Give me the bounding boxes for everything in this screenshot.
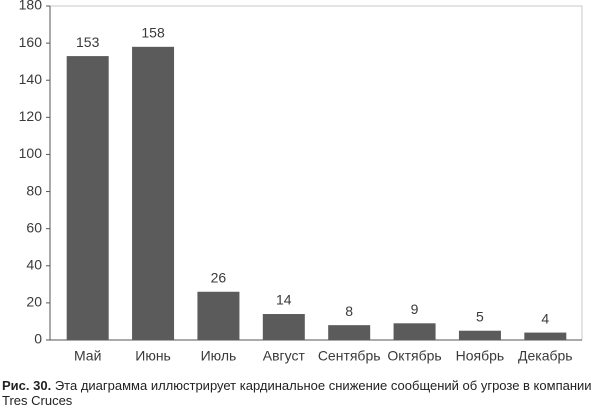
value-label: 158: [141, 25, 165, 41]
y-tick-label: 140: [19, 71, 43, 87]
value-label: 5: [476, 308, 484, 324]
bar: [393, 323, 436, 340]
bar: [328, 325, 371, 340]
y-tick-label: 120: [19, 108, 43, 124]
x-tick-label: Октябрь: [387, 348, 441, 364]
bar: [458, 330, 501, 340]
bar: [197, 291, 240, 340]
y-tick-label: 20: [26, 294, 42, 310]
x-tick-label: Июль: [201, 348, 237, 364]
x-tick-label: Август: [263, 348, 306, 364]
x-tick-label: Ноябрь: [456, 348, 505, 364]
y-tick-label: 160: [19, 34, 43, 50]
y-tick-label: 100: [19, 145, 43, 161]
chart: 0 20 40 60 80 100 120 140 160 180 Май 153 Июнь 158 Июл…: [19, 0, 583, 364]
caption-label: Рис. 30.: [2, 378, 52, 393]
caption: Рис. 30. Эта диаграмма иллюстрирует кард…: [2, 378, 598, 408]
x-tick-label: Май: [74, 348, 101, 364]
bar: [262, 314, 305, 340]
value-label: 8: [345, 303, 353, 319]
x-tick-label: Сентябрь: [318, 348, 381, 364]
y-tick-label: 40: [26, 256, 42, 272]
caption-text: Эта диаграмма иллюстрирует кардинальное …: [2, 378, 592, 408]
value-label: 153: [76, 34, 100, 50]
bar: [132, 46, 175, 340]
x-tick-label: Июнь: [135, 348, 171, 364]
value-label: 4: [541, 310, 549, 326]
plot-frame: [49, 5, 583, 341]
y-tick-label: 60: [26, 219, 42, 235]
y-tick-label: 180: [19, 0, 43, 13]
bar: [66, 56, 109, 340]
value-label: 9: [411, 301, 419, 317]
bar: [524, 332, 567, 340]
x-tick-label: Декабрь: [518, 348, 573, 364]
y-tick-label: 0: [34, 331, 42, 347]
y-tick-label: 80: [26, 182, 42, 198]
value-label: 14: [276, 292, 292, 308]
value-label: 26: [211, 269, 227, 285]
